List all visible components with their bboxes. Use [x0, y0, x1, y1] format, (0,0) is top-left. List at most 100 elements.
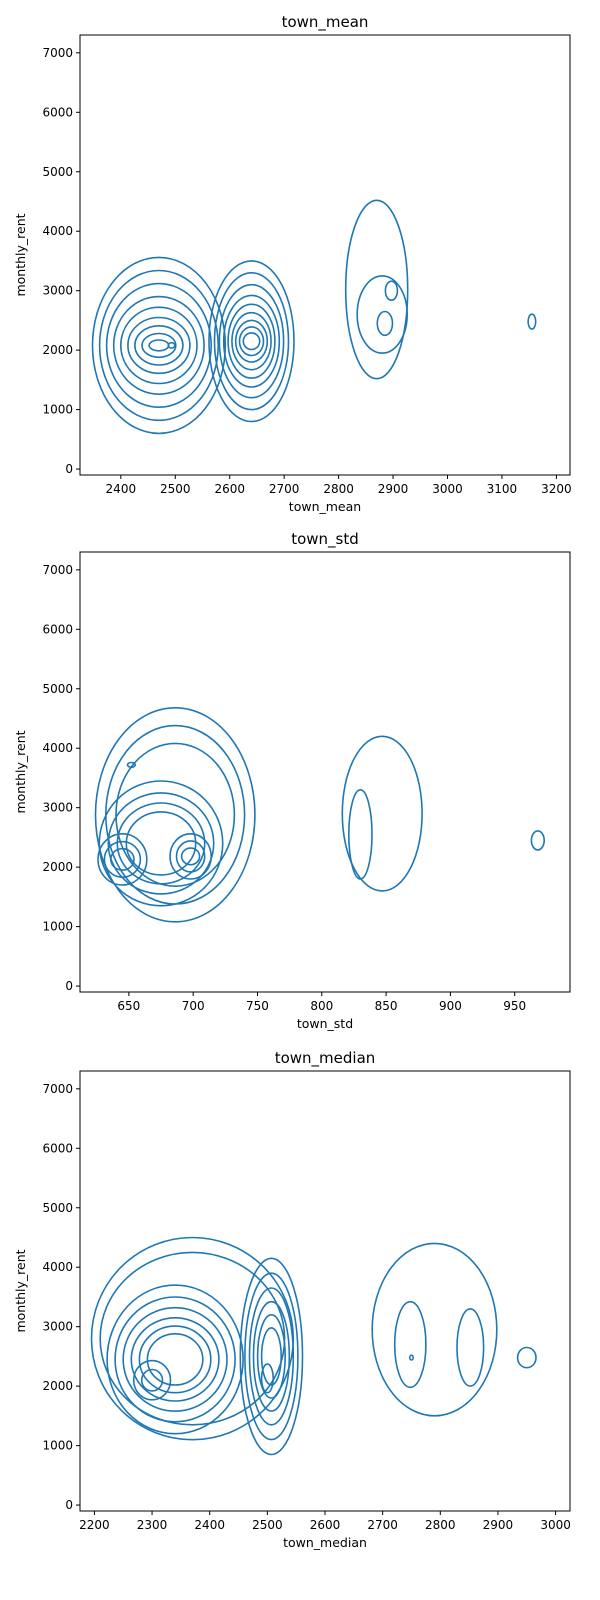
town-median-xtick-label: 2500 — [252, 1518, 283, 1532]
town-std-contour-c2-l0 — [97, 833, 148, 886]
town-mean-x-axis-label: town_mean — [289, 499, 361, 514]
town-median-ytick-label: 2000 — [42, 1379, 73, 1393]
town-std-xtick-label: 750 — [246, 999, 269, 1013]
town-std-contour-c1-l3 — [125, 811, 197, 876]
town-mean-ytick-label: 4000 — [42, 224, 73, 238]
town-std-contour-c1-l1 — [107, 792, 215, 895]
town-median-contour-c5-l0 — [371, 1242, 498, 1417]
town-std-contour-c3-l1 — [175, 840, 206, 873]
town-median-contour-c1-l1 — [114, 1296, 236, 1423]
town-std-xtick-label: 650 — [117, 999, 140, 1013]
town-median-xtick-label: 2300 — [137, 1518, 168, 1532]
town-median-axes-frame — [79, 1070, 571, 1512]
town-median-contour-c3-l3 — [252, 1300, 291, 1412]
town-median-contour-c3-l5 — [260, 1327, 283, 1386]
town-std-xtick-label: 850 — [375, 999, 398, 1013]
town-median-ytick-label: 6000 — [42, 1141, 73, 1155]
panel-town-std: 650 700 750 800 850 900 950 0 1000 2000 3000 4000 50… — [13, 530, 571, 1031]
town-mean-xtick-label: 3100 — [487, 482, 518, 496]
town-mean-ytick-label: 2000 — [42, 343, 73, 357]
town-median-contour-c1-l2 — [122, 1306, 228, 1412]
town-mean-contour-c2-l5 — [231, 311, 272, 371]
town-std-ytick-label: 3000 — [42, 801, 73, 815]
town-median-contour-c3-l0 — [239, 1257, 304, 1456]
town-median-contour-c6-l0 — [393, 1300, 427, 1389]
town-mean-contours — [91, 199, 537, 435]
town-std-axes-frame — [79, 551, 571, 993]
town-std-ytick-label: 0 — [65, 979, 73, 993]
town-median-contour-c3-l2 — [248, 1287, 295, 1426]
town-mean-ytick-label: 1000 — [42, 403, 73, 417]
town-mean-xtick-label: 2900 — [378, 482, 409, 496]
town-mean-contour-c0-l1 — [98, 269, 219, 422]
town-mean-chart-title: town_mean — [282, 13, 369, 32]
town-median-ytick-label: 3000 — [42, 1320, 73, 1334]
town-std-contour-c3-l0 — [169, 833, 213, 880]
town-mean-contour-c2-l6 — [234, 319, 269, 363]
town-mean-ytick-label: 6000 — [42, 105, 73, 119]
town-std-contour-c7-l0 — [530, 830, 545, 851]
town-median-xtick-label: 2600 — [310, 1518, 341, 1532]
town-mean-contour-c2-l4 — [227, 303, 276, 379]
town-std-contour-c0-l0 — [94, 706, 256, 923]
town-median-ytick-label: 7000 — [42, 1082, 73, 1096]
town-std-ytick-label: 5000 — [42, 682, 73, 696]
town-mean-contour-c0-l2 — [105, 282, 212, 409]
town-mean-contour-c2-l0 — [208, 260, 295, 423]
town-mean-axes-frame — [79, 34, 571, 476]
town-mean-contour-c6-l0 — [376, 310, 394, 337]
town-median-xtick-label: 2200 — [79, 1518, 110, 1532]
town-median-contour-c2-l1 — [140, 1368, 164, 1392]
town-std-contour-c2-l2 — [110, 847, 135, 871]
town-std-ytick-label: 1000 — [42, 920, 73, 934]
town-mean-contour-c5-l0 — [384, 280, 399, 302]
panel-town-mean: 2400 2500 2600 2700 2800 2900 3000 3100 3200 0 100… — [13, 13, 572, 514]
town-mean-xtick-label: 2600 — [214, 482, 245, 496]
town-mean-contour-c0-l4 — [119, 306, 198, 385]
town-std-ytick-label: 7000 — [42, 563, 73, 577]
town-median-xtick-label: 2400 — [194, 1518, 225, 1532]
town-mean-xtick-label: 2500 — [160, 482, 191, 496]
town-std-contour-c1-l0 — [98, 780, 224, 907]
town-std-xtick-label: 700 — [182, 999, 205, 1013]
town-mean-contour-c1-l0 — [167, 341, 176, 349]
town-mean-ytick-label: 5000 — [42, 165, 73, 179]
town-std-contour-c0-l2 — [115, 742, 236, 887]
town-median-xtick-label: 2700 — [367, 1518, 398, 1532]
town-std-contours — [94, 706, 545, 923]
town-std-xtick-label: 800 — [310, 999, 333, 1013]
town-mean-contour-c0-l6 — [134, 324, 184, 366]
town-mean-ytick-label: 0 — [65, 462, 73, 476]
town-mean-contour-c2-l2 — [218, 283, 285, 399]
town-mean-contour-c3-l0 — [344, 199, 409, 380]
town-mean-contour-c2-l1 — [213, 272, 290, 411]
town-std-chart-title: town_std — [291, 530, 359, 549]
town-std-ytick-label: 4000 — [42, 741, 73, 755]
town-median-xtick-label: 2900 — [483, 1518, 514, 1532]
town-mean-contour-c0-l3 — [112, 295, 205, 396]
town-std-contour-c6-l0 — [347, 789, 373, 880]
town-std-x-axis-label: town_std — [297, 1016, 353, 1031]
town-mean-contour-c2-l7 — [238, 326, 265, 357]
town-std-contour-c4-l0 — [126, 761, 137, 769]
town-std-contour-c5-l0 — [341, 735, 423, 892]
town-mean-contour-c0-l5 — [127, 316, 191, 375]
town-mean-contour-c4-l0 — [356, 275, 409, 354]
town-median-xtick-label: 2800 — [425, 1518, 456, 1532]
town-median-contours — [90, 1236, 537, 1456]
town-mean-xtick-label: 2700 — [269, 482, 300, 496]
town-mean-ytick-label: 3000 — [42, 284, 73, 298]
town-std-contour-c3-l2 — [180, 847, 201, 866]
town-median-ytick-label: 5000 — [42, 1201, 73, 1215]
town-median-ytick-label: 4000 — [42, 1260, 73, 1274]
town-mean-contour-c2-l3 — [222, 294, 281, 388]
town-std-y-axis-label: monthly_rent — [13, 730, 28, 813]
town-mean-ytick-label: 7000 — [42, 46, 73, 60]
town-median-ytick-label: 1000 — [42, 1439, 73, 1453]
town-mean-xtick-label: 2800 — [323, 482, 354, 496]
town-mean-y-axis-label: monthly_rent — [13, 213, 28, 296]
town-median-contour-c1-l5 — [146, 1333, 204, 1386]
town-std-contour-c2-l1 — [103, 840, 142, 879]
town-median-chart-title: town_median — [275, 1049, 376, 1068]
